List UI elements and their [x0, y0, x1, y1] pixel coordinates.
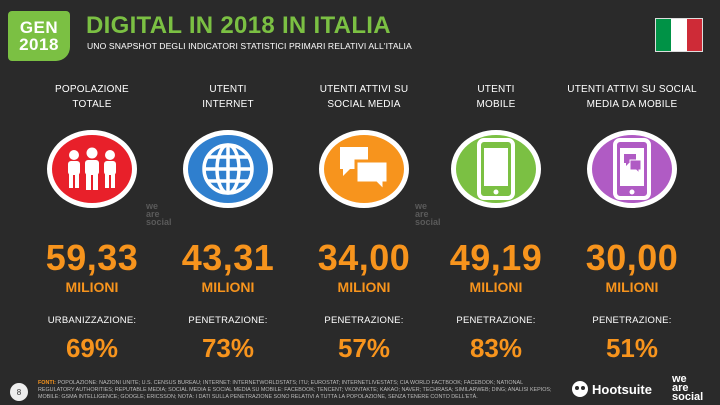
column-label-line1: UTENTI ATTIVI SU SOCIAL [567, 84, 697, 95]
we-are-social-logo: we are social [672, 373, 704, 403]
flag-green [656, 19, 672, 51]
column-label-line1: UTENTI ATTIVI SU [319, 84, 409, 95]
badge-line1: GEN [19, 18, 59, 37]
watermark-line2: are [415, 209, 429, 219]
stat-unit: MILIONI [337, 279, 391, 295]
metric-value: 83% [469, 333, 523, 363]
column-label-line1: POPOLAZIONE [55, 84, 129, 95]
footer: 8 FONTI: POPOLAZIONE: NAZIONI UNITE; U.S… [0, 373, 720, 405]
stat-column-mobile-social: UTENTI ATTIVI SU SOCIAL MEDIA DA MOBILE … [564, 82, 700, 362]
we-are-social-watermark: we are social [146, 201, 172, 227]
metric-value: 57% [337, 333, 391, 363]
column-label-line2: SOCIAL MEDIA [327, 99, 401, 110]
column-label-line2: MOBILE [476, 99, 516, 110]
watermark-line3: social [415, 217, 441, 227]
badge-line2: 2018 [19, 35, 59, 54]
flag-white [671, 19, 687, 51]
stat-unit: MILIONI [605, 279, 659, 295]
column-label: UTENTI INTERNET [202, 82, 254, 112]
metric-label: URBANIZZAZIONE: [47, 315, 137, 326]
metric-value: 73% [201, 333, 255, 363]
metric-label: PENETRAZIONE: [324, 315, 404, 326]
column-label: UTENTI ATTIVI SU SOCIAL MEDIA [320, 82, 409, 112]
we-are-social-watermark: we are social [415, 201, 441, 227]
flag-red [686, 19, 702, 51]
stat-column-mobile: UTENTI MOBILE 49,19 MILIONI PENETRAZIONE… [428, 82, 564, 362]
stat-unit: MILIONI [65, 279, 119, 295]
page-number: 8 [10, 383, 28, 401]
stat-value: 34,00 [317, 237, 411, 278]
metric-label: PENETRAZIONE: [456, 315, 536, 326]
metric-value: 51% [605, 333, 659, 363]
column-label: UTENTI MOBILE [477, 82, 516, 112]
sources-text: FONTI: POPOLAZIONE: NAZIONI UNITE; U.S. … [38, 380, 558, 401]
hootsuite-label: Hootsuite [592, 381, 652, 397]
watermark-line1: we [146, 201, 159, 211]
globe-icon [183, 130, 273, 208]
watermark-line1: we [415, 201, 428, 211]
page-subtitle: UNO SNAPSHOT DEGLI INDICATORI STATISTICI… [87, 41, 412, 51]
watermark-line2: are [146, 209, 160, 219]
column-label-line1: UTENTI [477, 84, 515, 95]
brand-line1: we [672, 373, 687, 385]
hootsuite-logo: Hootsuite [572, 381, 652, 397]
column-label: UTENTI ATTIVI SU SOCIAL MEDIA DA MOBILE [567, 82, 696, 112]
metric-label: PENETRAZIONE: [188, 315, 268, 326]
people-icon [47, 130, 137, 208]
chat-bubbles-icon [319, 130, 409, 208]
stat-value: 49,19 [449, 237, 543, 278]
owl-icon [572, 381, 588, 397]
column-label: POPOLAZIONE TOTALE [55, 82, 129, 112]
gen-2018-badge: GEN 2018 [8, 11, 70, 61]
brand-line3: social [672, 391, 704, 403]
sources-body: POPOLAZIONE: NAZIONI UNITE; U.S. CENSUS … [38, 380, 552, 400]
mobile-social-icon [587, 130, 677, 208]
column-label-line2: INTERNET [202, 99, 254, 110]
watermark-line3: social [146, 217, 172, 227]
smartphone-icon [451, 130, 541, 208]
stat-value: 30,00 [585, 237, 679, 278]
metric-label: PENETRAZIONE: [592, 315, 672, 326]
stat-value: 59,33 [45, 237, 139, 278]
brand-line2: are [672, 382, 689, 394]
stat-column-social-media: UTENTI ATTIVI SU SOCIAL MEDIA 34,00 MILI… [296, 82, 432, 362]
stat-column-internet: UTENTI INTERNET 43,31 MILIONI PENETRAZIO… [160, 82, 296, 362]
column-label-line2: TOTALE [72, 99, 112, 110]
stat-unit: MILIONI [469, 279, 523, 295]
stat-value: 43,31 [181, 237, 275, 278]
italy-flag-icon [655, 18, 703, 52]
column-label-line2: MEDIA DA MOBILE [586, 99, 678, 110]
stat-column-population: POPOLAZIONE TOTALE 59,33 MILIONI URBANIZ… [24, 82, 160, 362]
metric-value: 69% [65, 333, 119, 363]
page-title: DIGITAL IN 2018 IN ITALIA [86, 12, 391, 39]
stat-unit: MILIONI [201, 279, 255, 295]
sources-label: FONTI: [38, 380, 56, 386]
column-label-line1: UTENTI [209, 84, 247, 95]
